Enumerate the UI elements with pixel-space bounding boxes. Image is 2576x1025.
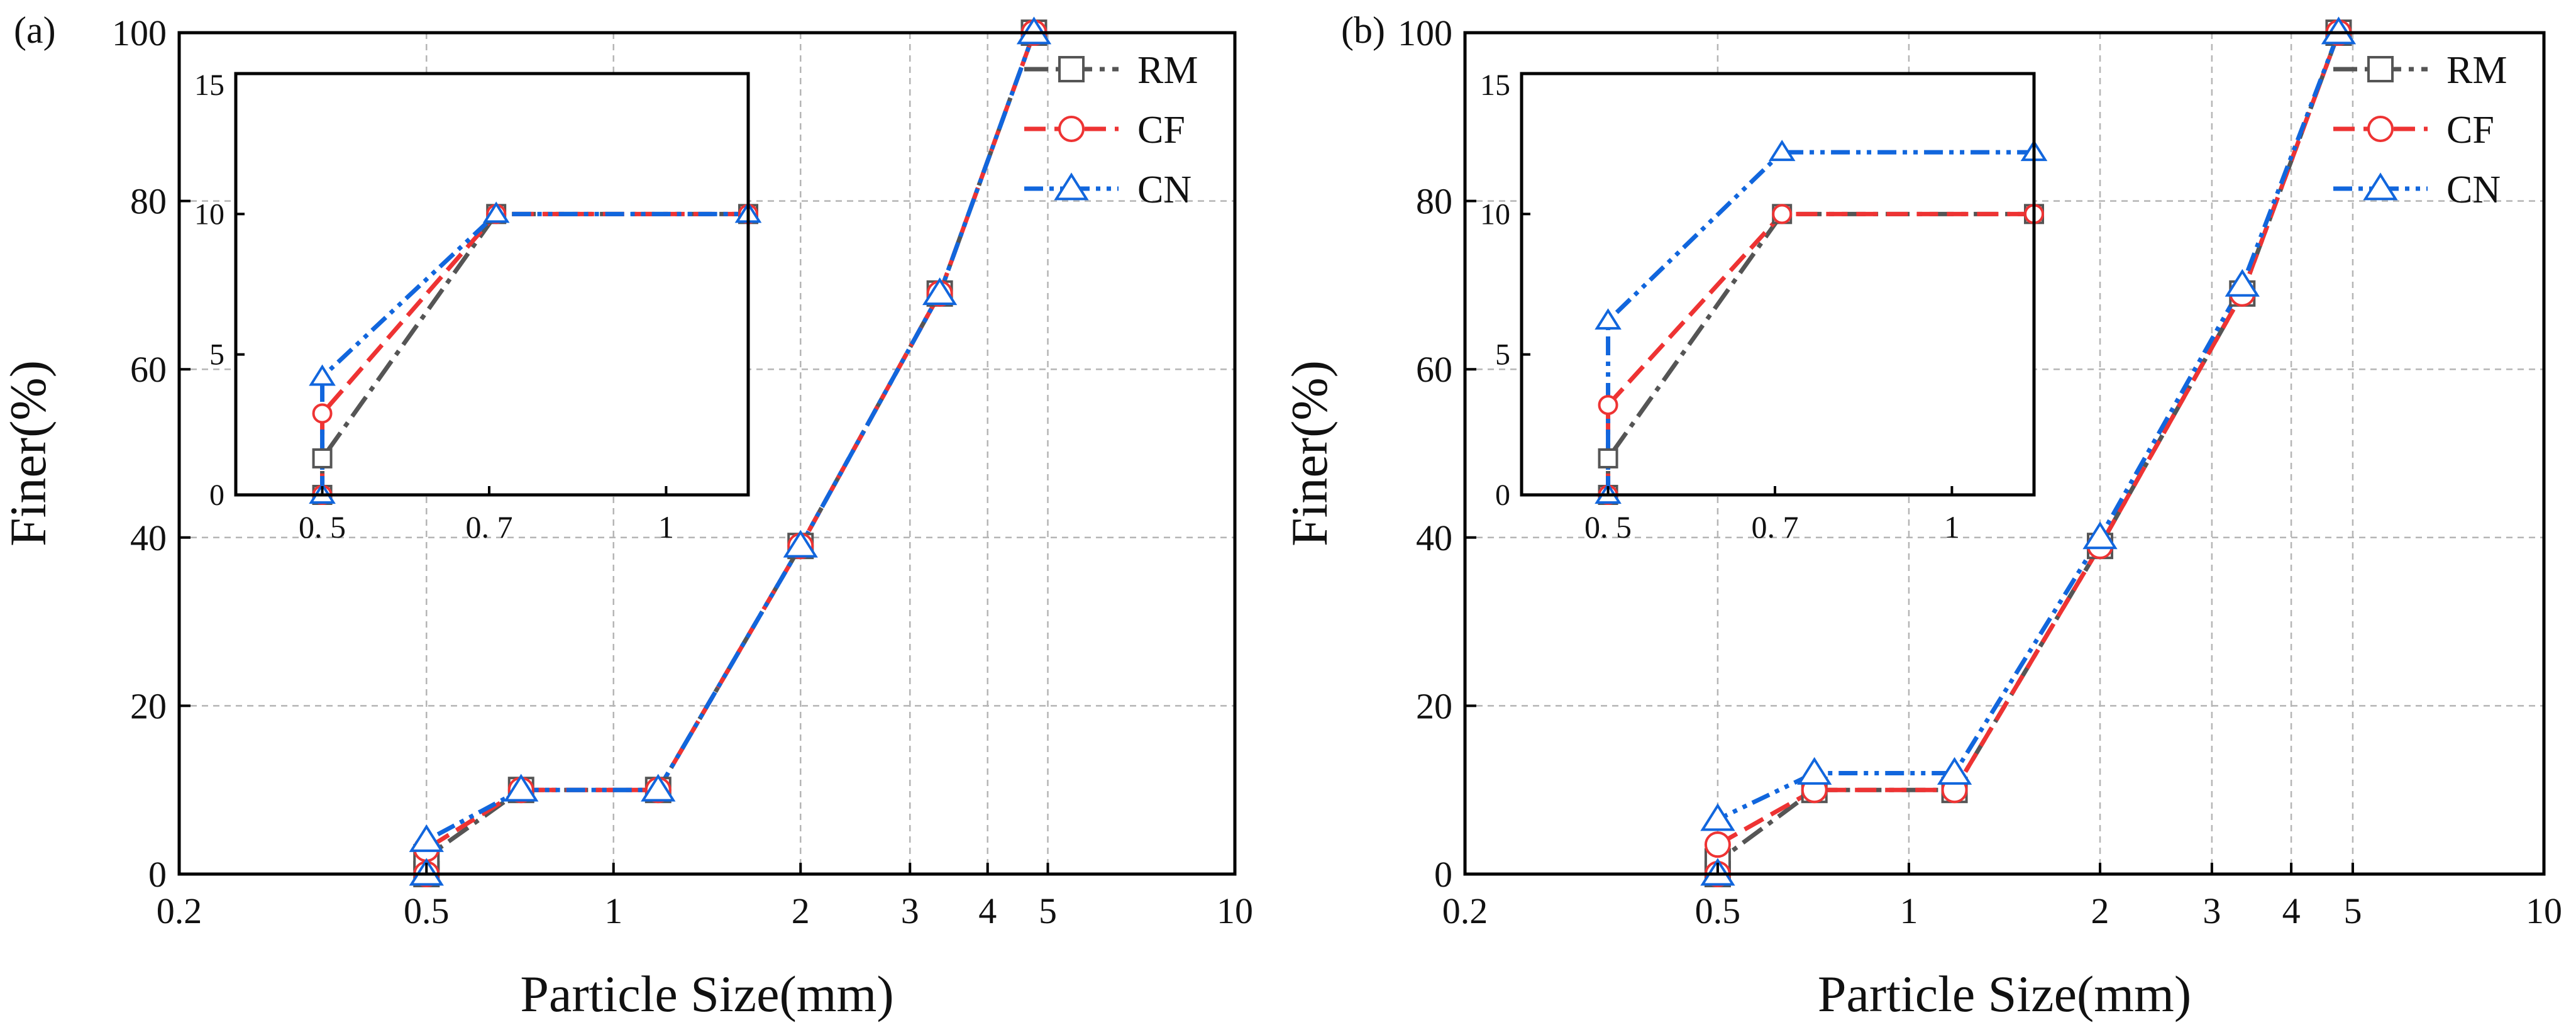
- plot-frame: [1463, 31, 2546, 876]
- data-point-cf: [1704, 831, 1731, 858]
- data-point-cn: [1016, 16, 1052, 45]
- inset-data-point-rm: [1598, 448, 1618, 468]
- inset-series-line-cn: [1606, 150, 2034, 495]
- x-tick-label: 10: [1217, 890, 1253, 931]
- data-point-cn: [1700, 803, 1735, 831]
- inset-background: [1522, 74, 2034, 495]
- inset-data-point-cn: [309, 364, 336, 386]
- inset-y-tick-label: 10: [194, 197, 224, 231]
- y-tick-label: 100: [1398, 13, 1452, 53]
- inset-data-point-cn: [1768, 140, 1796, 162]
- legend-label-cf: CF: [2446, 109, 2494, 152]
- inset-x-tick-label: 0. 7: [466, 509, 513, 545]
- y-axis-label: Finer(%): [1281, 360, 1338, 546]
- x-tick-label: 0.2: [157, 890, 202, 931]
- legend-label-cn: CN: [1137, 169, 1191, 211]
- inset-x-tick-label: 0. 5: [299, 509, 346, 545]
- data-point-cn: [1937, 756, 1972, 785]
- data-point-cn: [783, 529, 818, 558]
- inset-x-tick-label: 1: [1944, 509, 1960, 545]
- inset-data-point-cf: [1598, 395, 1618, 416]
- inset-background: [236, 74, 748, 495]
- legend-marker-rm: [2367, 56, 2394, 82]
- y-tick-label: 60: [1416, 349, 1452, 390]
- y-tick-label: 40: [130, 518, 167, 558]
- inset-data-point-cn: [482, 201, 510, 223]
- y-tick-label: 80: [1416, 181, 1452, 222]
- legend-marker-cf: [2367, 116, 2394, 142]
- y-tick-label: 0: [1434, 854, 1452, 895]
- panel-label: (a): [14, 9, 56, 51]
- y-tick-label: 80: [130, 181, 167, 222]
- x-axis-label: Particle Size(mm): [520, 965, 893, 1022]
- y-tick-label: 100: [112, 13, 167, 53]
- inset-y-tick-label: 10: [1480, 197, 1510, 231]
- legend-marker-cn: [1054, 172, 1089, 201]
- inset-y-tick-label: 15: [194, 69, 224, 102]
- legend-marker-cn: [2363, 172, 2398, 201]
- x-tick-label: 3: [901, 890, 919, 931]
- inset-data-point-cf: [1772, 204, 1793, 224]
- inset-series-line-cn: [320, 211, 748, 495]
- data-point-cn: [2082, 521, 2118, 550]
- data-point-cn: [2225, 269, 2260, 297]
- y-axis-label: Finer(%): [0, 360, 57, 546]
- legend-label-cf: CF: [1137, 109, 1185, 152]
- inset-frame: [234, 72, 750, 497]
- y-tick-label: 20: [1416, 685, 1452, 726]
- data-point-cn: [409, 824, 444, 852]
- legend-label-rm: RM: [2446, 49, 2507, 92]
- legend-label-rm: RM: [1137, 49, 1198, 92]
- data-point-cn: [641, 773, 676, 802]
- y-tick-label: 60: [130, 349, 167, 390]
- data-point-cn: [922, 277, 958, 306]
- x-tick-label: 0.2: [1442, 890, 1488, 931]
- panel-label: (b): [1341, 9, 1385, 51]
- x-tick-label: 5: [1039, 890, 1057, 931]
- inset-y-tick-label: 15: [1480, 69, 1510, 102]
- inset-data-point-cf: [312, 403, 333, 424]
- inset-y-tick-label: 5: [209, 338, 224, 372]
- inset-data-point-rm: [312, 448, 333, 468]
- x-tick-label: 0.5: [404, 890, 450, 931]
- inset-x-tick-label: 0. 7: [1752, 509, 1799, 545]
- x-tick-label: 2: [2091, 890, 2109, 931]
- x-tick-label: 0.5: [1695, 890, 1741, 931]
- x-tick-label: 2: [792, 890, 810, 931]
- x-tick-label: 5: [2343, 890, 2362, 931]
- x-tick-label: 1: [1899, 890, 1918, 931]
- inset-y-tick-label: 0: [1495, 479, 1510, 512]
- data-point-cn: [1797, 756, 1832, 785]
- y-tick-label: 0: [148, 854, 167, 895]
- y-tick-label: 20: [130, 685, 167, 726]
- x-tick-label: 4: [2282, 890, 2301, 931]
- y-tick-label: 40: [1416, 518, 1452, 558]
- x-tick-label: 3: [2203, 890, 2221, 931]
- inset-data-point-cn: [1595, 308, 1622, 330]
- legend-marker-cf: [1058, 116, 1085, 142]
- inset-y-tick-label: 5: [1495, 338, 1510, 372]
- x-axis-label: Particle Size(mm): [1818, 965, 2191, 1022]
- x-tick-label: 4: [978, 890, 997, 931]
- inset-y-tick-label: 0: [209, 479, 224, 512]
- data-point-cn: [504, 773, 539, 802]
- x-tick-label: 1: [604, 890, 622, 931]
- inset-frame: [1520, 72, 2036, 497]
- legend-label-cn: CN: [2446, 169, 2501, 211]
- x-tick-label: 10: [2526, 890, 2562, 931]
- legend-marker-rm: [1058, 56, 1085, 82]
- data-point-cn: [2321, 16, 2357, 45]
- inset-x-tick-label: 0. 5: [1584, 509, 1632, 545]
- plot-frame: [177, 31, 1237, 876]
- inset-x-tick-label: 1: [658, 509, 674, 545]
